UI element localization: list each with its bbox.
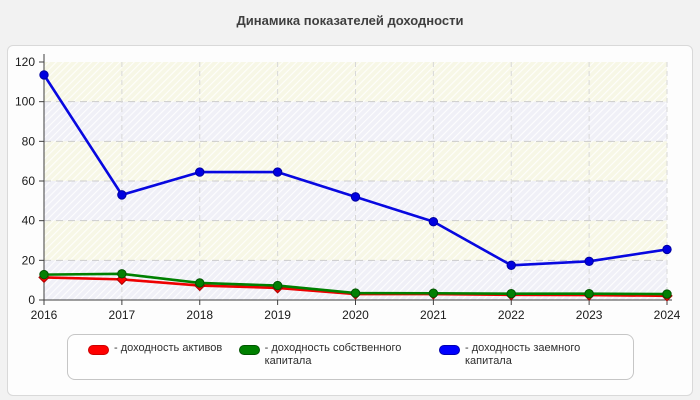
svg-text:2019: 2019 (264, 308, 291, 322)
svg-text:2020: 2020 (342, 308, 369, 322)
svg-text:120: 120 (15, 55, 35, 69)
legend-item-return-on-equity: - доходность собственного капитала (238, 342, 423, 368)
svg-text:2021: 2021 (420, 308, 447, 322)
svg-text:2023: 2023 (576, 308, 603, 322)
chart-panel: 0 20 40 60 80 100 120 2016 2017 2018 2019 2020 2021 2… (7, 45, 693, 396)
legend-item-return-on-assets: - доходность активов (88, 342, 222, 355)
legend-label: - доходность собственного капитала (264, 342, 402, 367)
svg-text:2024: 2024 (654, 308, 681, 322)
legend-swatch-blue-icon (439, 345, 460, 355)
legend-label: - доходность активов (114, 342, 223, 354)
svg-text:60: 60 (22, 174, 36, 188)
legend-label: - доходность заемного капитала (465, 342, 581, 367)
page-title: Динамика показателей доходности (236, 13, 464, 28)
svg-text:2017: 2017 (109, 308, 136, 322)
svg-text:80: 80 (22, 134, 36, 148)
svg-text:100: 100 (15, 95, 35, 109)
svg-text:40: 40 (22, 214, 36, 228)
legend-swatch-red-icon (88, 345, 109, 355)
legend-swatch-green-icon (238, 345, 260, 355)
chart-svg: 0 20 40 60 80 100 120 2016 2017 2018 2019 2020 2021 2… (15, 54, 681, 322)
legend-item-return-on-debt: - доходность заемного капитала (439, 342, 613, 368)
svg-text:0: 0 (28, 293, 35, 307)
svg-text:2022: 2022 (498, 308, 525, 322)
svg-text:2018: 2018 (186, 308, 213, 322)
svg-text:2016: 2016 (31, 308, 58, 322)
chart-legend: - доходность активов - доходность собств… (67, 334, 634, 380)
svg-text:20: 20 (22, 253, 36, 267)
